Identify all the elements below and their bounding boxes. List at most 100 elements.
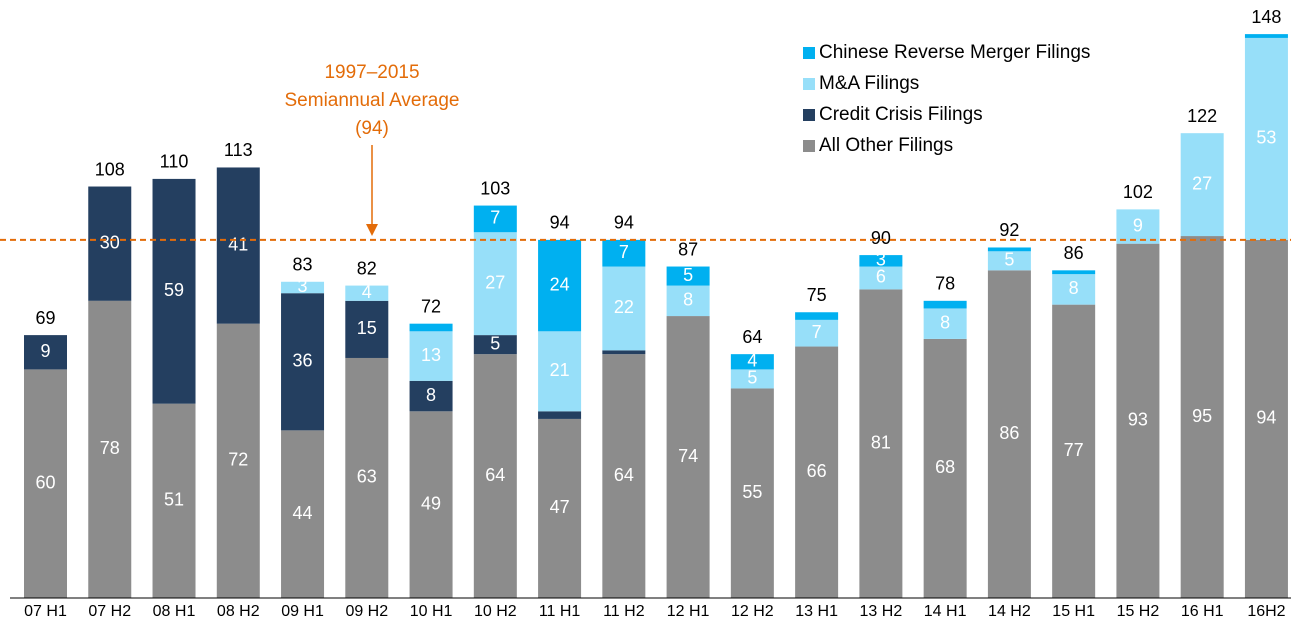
bar-segment: [88, 186, 132, 301]
total-label: 108: [95, 159, 125, 179]
legend-swatch: [803, 109, 815, 121]
segment-label: 55: [742, 482, 762, 502]
bar-segment: [473, 354, 517, 598]
bar-segment: [345, 357, 389, 598]
bar-segment: [409, 323, 453, 332]
segment-label: 30: [100, 232, 120, 252]
bar-segment: [859, 289, 903, 598]
bar-segment: [538, 418, 582, 598]
segment-label: 78: [100, 438, 120, 458]
segment-label: 36: [293, 351, 313, 371]
segment-label: 59: [164, 280, 184, 300]
arrow-head: [366, 224, 378, 236]
bar-segment: [538, 411, 582, 419]
bar-segment: [987, 270, 1031, 598]
bar-segment: [216, 323, 260, 598]
segment-label: 6: [876, 267, 886, 287]
bar-segment: [987, 247, 1031, 252]
segment-label: 44: [293, 503, 313, 523]
average-annotation: (94): [355, 118, 389, 139]
bar-segment: [281, 281, 325, 294]
bar-segment: [473, 232, 517, 336]
bar-segment: [473, 335, 517, 355]
total-label: 72: [421, 296, 441, 316]
bar-segment: [281, 430, 325, 598]
x-tick-label: 09 H2: [345, 603, 388, 620]
segment-label: 27: [1192, 173, 1212, 193]
bar-segment: [1052, 270, 1096, 275]
bar-segment: [345, 300, 389, 358]
bar-segment: [152, 178, 196, 404]
bar-segment: [923, 308, 967, 339]
total-label: 122: [1187, 106, 1217, 126]
total-label: 148: [1251, 7, 1281, 27]
bar-segment: [1052, 304, 1096, 598]
bar-segment: [795, 346, 839, 598]
segment-label: 94: [1256, 408, 1276, 428]
legend-label: All Other Filings: [819, 135, 953, 156]
segment-label: 5: [1004, 250, 1014, 270]
x-tick-label: 11 H1: [539, 603, 581, 620]
segment-label: 64: [614, 465, 634, 485]
total-label: 78: [935, 274, 955, 294]
bar-segment: [987, 251, 1031, 271]
bar-segment: [345, 285, 389, 301]
segment-label: 8: [426, 385, 436, 405]
segment-label: 47: [550, 497, 570, 517]
bar-segment: [473, 205, 517, 233]
segment-label: 8: [683, 290, 693, 310]
segment-label: 5: [747, 368, 757, 388]
x-tick-label: 12 H1: [667, 603, 710, 620]
x-tick-label: 09 H1: [281, 603, 324, 620]
segment-label: 93: [1128, 410, 1148, 430]
x-tick-label: 10 H2: [474, 603, 517, 620]
x-tick-label: 07 H2: [88, 603, 131, 620]
x-tick-label: 15 H2: [1117, 603, 1160, 620]
bar-segment: [88, 300, 132, 598]
segment-label: 81: [871, 432, 891, 452]
segment-label: 24: [550, 274, 570, 294]
segment-label: 74: [678, 446, 698, 466]
bar-segment: [730, 369, 774, 389]
x-tick-label: 16H2: [1247, 603, 1285, 620]
bar-segment: [1180, 236, 1224, 599]
bar-segment: [602, 350, 646, 355]
total-label: 87: [678, 239, 698, 259]
legend-swatch: [803, 140, 815, 152]
segment-label: 3: [876, 250, 886, 270]
x-tick-label: 12 H2: [731, 603, 774, 620]
legend-swatch: [803, 47, 815, 59]
bar-segment: [1244, 239, 1288, 599]
segment-label: 72: [228, 450, 248, 470]
bar-segment: [859, 255, 903, 267]
segment-label: 9: [1133, 215, 1143, 235]
segment-label: 68: [935, 457, 955, 477]
bar-segment: [666, 266, 710, 286]
segment-label: 7: [619, 242, 629, 262]
segment-label: 60: [35, 472, 55, 492]
segment-label: 27: [485, 272, 505, 292]
bar-segment: [538, 239, 582, 332]
segment-label: 15: [357, 318, 377, 338]
x-tick-label: 13 H2: [860, 603, 903, 620]
legend-label: Chinese Reverse Merger Filings: [819, 42, 1090, 63]
segment-label: 22: [614, 297, 634, 317]
total-label: 90: [871, 228, 891, 248]
x-tick-label: 11 H2: [603, 603, 645, 620]
x-tick-label: 10 H1: [410, 603, 453, 620]
x-tick-label: 14 H1: [924, 603, 967, 620]
total-label: 94: [614, 213, 634, 233]
segment-label: 5: [683, 265, 693, 285]
bar-segment: [216, 167, 260, 324]
total-label: 83: [293, 255, 313, 275]
bar-segment: [666, 285, 710, 317]
bar-segment: [409, 411, 453, 598]
bar-segment: [281, 293, 325, 431]
segment-label: 53: [1256, 128, 1276, 148]
bar-segment: [923, 338, 967, 598]
segment-label: 66: [807, 461, 827, 481]
x-tick-label: 16 H1: [1181, 603, 1224, 620]
legend-swatch: [803, 78, 815, 90]
bar-segment: [1116, 243, 1160, 599]
